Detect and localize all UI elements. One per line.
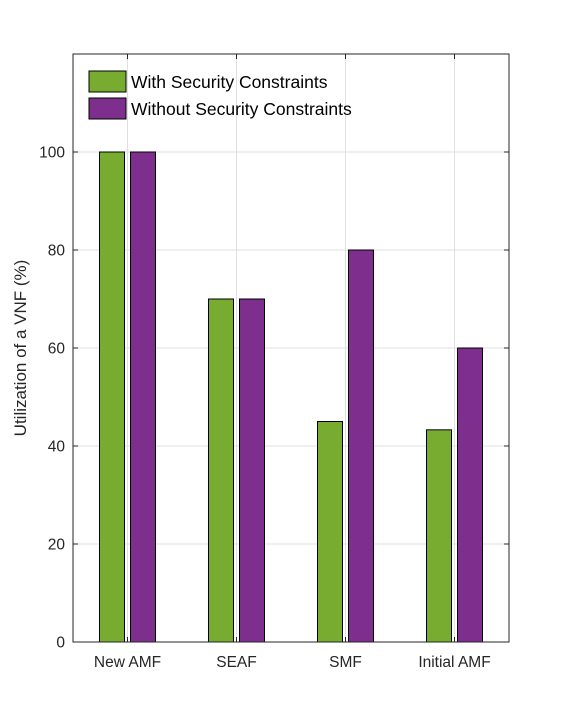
legend: With Security Constraints Without Securit… — [88, 70, 352, 120]
x-tick-label: SMF — [329, 654, 362, 671]
legend-label: With Security Constraints — [131, 72, 328, 92]
bars — [99, 151, 483, 643]
y-axis-title: Utilization of a VNF (%) — [11, 260, 30, 437]
x-tick-label: SEAF — [216, 654, 256, 671]
legend-swatch — [88, 70, 127, 93]
bar-with-security — [317, 421, 343, 643]
bar-with-security — [99, 151, 125, 643]
axis-ticks: 0 20 40 60 80 100 New AMF SEAF SMF Initial AMF — [39, 54, 509, 671]
y-tick-label: 0 — [56, 635, 65, 652]
legend-swatch — [88, 97, 127, 120]
bar-without-security — [457, 347, 483, 643]
bar-without-security — [239, 298, 265, 643]
bar-without-security — [130, 151, 156, 643]
x-tick-label: Initial AMF — [418, 654, 490, 671]
y-tick-label: 60 — [48, 341, 66, 358]
y-tick-label: 80 — [48, 243, 66, 260]
y-tick-label: 100 — [39, 145, 65, 162]
y-tick-label: 20 — [48, 537, 66, 554]
y-tick-label: 40 — [48, 439, 66, 456]
bar-with-security — [208, 298, 234, 643]
legend-label: Without Security Constraints — [131, 99, 352, 119]
x-tick-label: New AMF — [94, 654, 161, 671]
bar-without-security — [348, 249, 374, 643]
bar-with-security — [426, 429, 452, 643]
